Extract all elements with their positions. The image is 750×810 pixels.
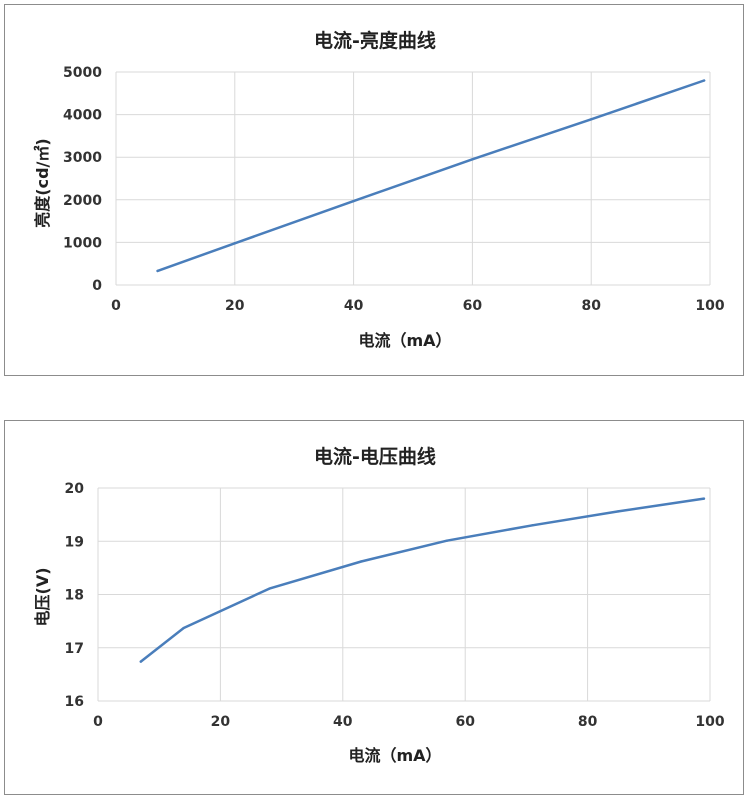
y-tick-label: 5000	[63, 65, 102, 81]
series-line	[139, 497, 706, 663]
data-point	[268, 587, 271, 590]
data-point	[531, 524, 534, 527]
data-point	[139, 660, 143, 663]
x-tick-label: 100	[695, 298, 724, 314]
data-point	[445, 539, 449, 542]
chart-panel-current-voltage: 电流-电压曲线 电流（mA） 电压(V) 0 20 40 60 80 100 16 17 18 1…	[4, 420, 744, 795]
data-point	[359, 560, 363, 563]
chart-current-voltage: 电流-电压曲线 电流（mA） 电压(V) 0 20 40 60 80 100 16 17 18 1…	[33, 445, 725, 765]
y-tick-label: 19	[65, 534, 84, 550]
series-line	[156, 79, 706, 273]
x-tick-label: 80	[581, 298, 601, 314]
x-axis-label: 电流（mA）	[348, 746, 441, 765]
data-point	[702, 497, 706, 500]
data-point	[590, 118, 593, 121]
x-tick-label: 60	[463, 298, 483, 314]
x-tick-label: 0	[93, 714, 103, 730]
data-point	[156, 269, 159, 273]
x-tick-label: 100	[695, 714, 724, 730]
chart-panel-current-brightness: 电流-亮度曲线 电流（mA） 亮度(cd/㎡) 0 20 40 60 80 100 0 100…	[4, 4, 744, 376]
data-point	[471, 158, 474, 161]
x-tick-label: 60	[455, 714, 475, 730]
x-tick-label: 80	[578, 714, 598, 730]
x-tick-label: 20	[225, 298, 245, 314]
chart-title: 电流-亮度曲线	[314, 29, 436, 52]
x-tick-label: 40	[344, 298, 364, 314]
x-tick-label: 0	[111, 298, 121, 314]
x-tick-label: 20	[211, 714, 231, 730]
y-axis-label: 亮度(cd/㎡)	[33, 138, 52, 227]
plot-area: 0 20 40 60 80 100 16 17 18 19 20	[65, 481, 725, 730]
y-tick-label: 20	[65, 481, 85, 497]
y-tick-label: 16	[65, 694, 84, 710]
y-tick-label: 1000	[63, 235, 102, 251]
y-tick-label: 18	[65, 588, 84, 604]
y-tick-label: 4000	[63, 108, 102, 124]
data-point	[233, 242, 236, 245]
data-point	[617, 510, 620, 513]
y-tick-label: 0	[92, 278, 102, 294]
y-tick-label: 17	[65, 641, 84, 657]
y-axis-label: 电压(V)	[33, 567, 52, 626]
data-point	[182, 626, 185, 630]
data-point	[352, 199, 355, 203]
data-point	[702, 79, 706, 82]
x-axis-label: 电流（mA）	[358, 331, 451, 350]
chart-title: 电流-电压曲线	[314, 445, 436, 468]
x-tick-label: 40	[333, 714, 353, 730]
y-tick-label: 3000	[63, 150, 102, 166]
y-tick-label: 2000	[63, 193, 102, 209]
chart-current-brightness: 电流-亮度曲线 电流（mA） 亮度(cd/㎡) 0 20 40 60 80 1000100…	[33, 29, 725, 350]
